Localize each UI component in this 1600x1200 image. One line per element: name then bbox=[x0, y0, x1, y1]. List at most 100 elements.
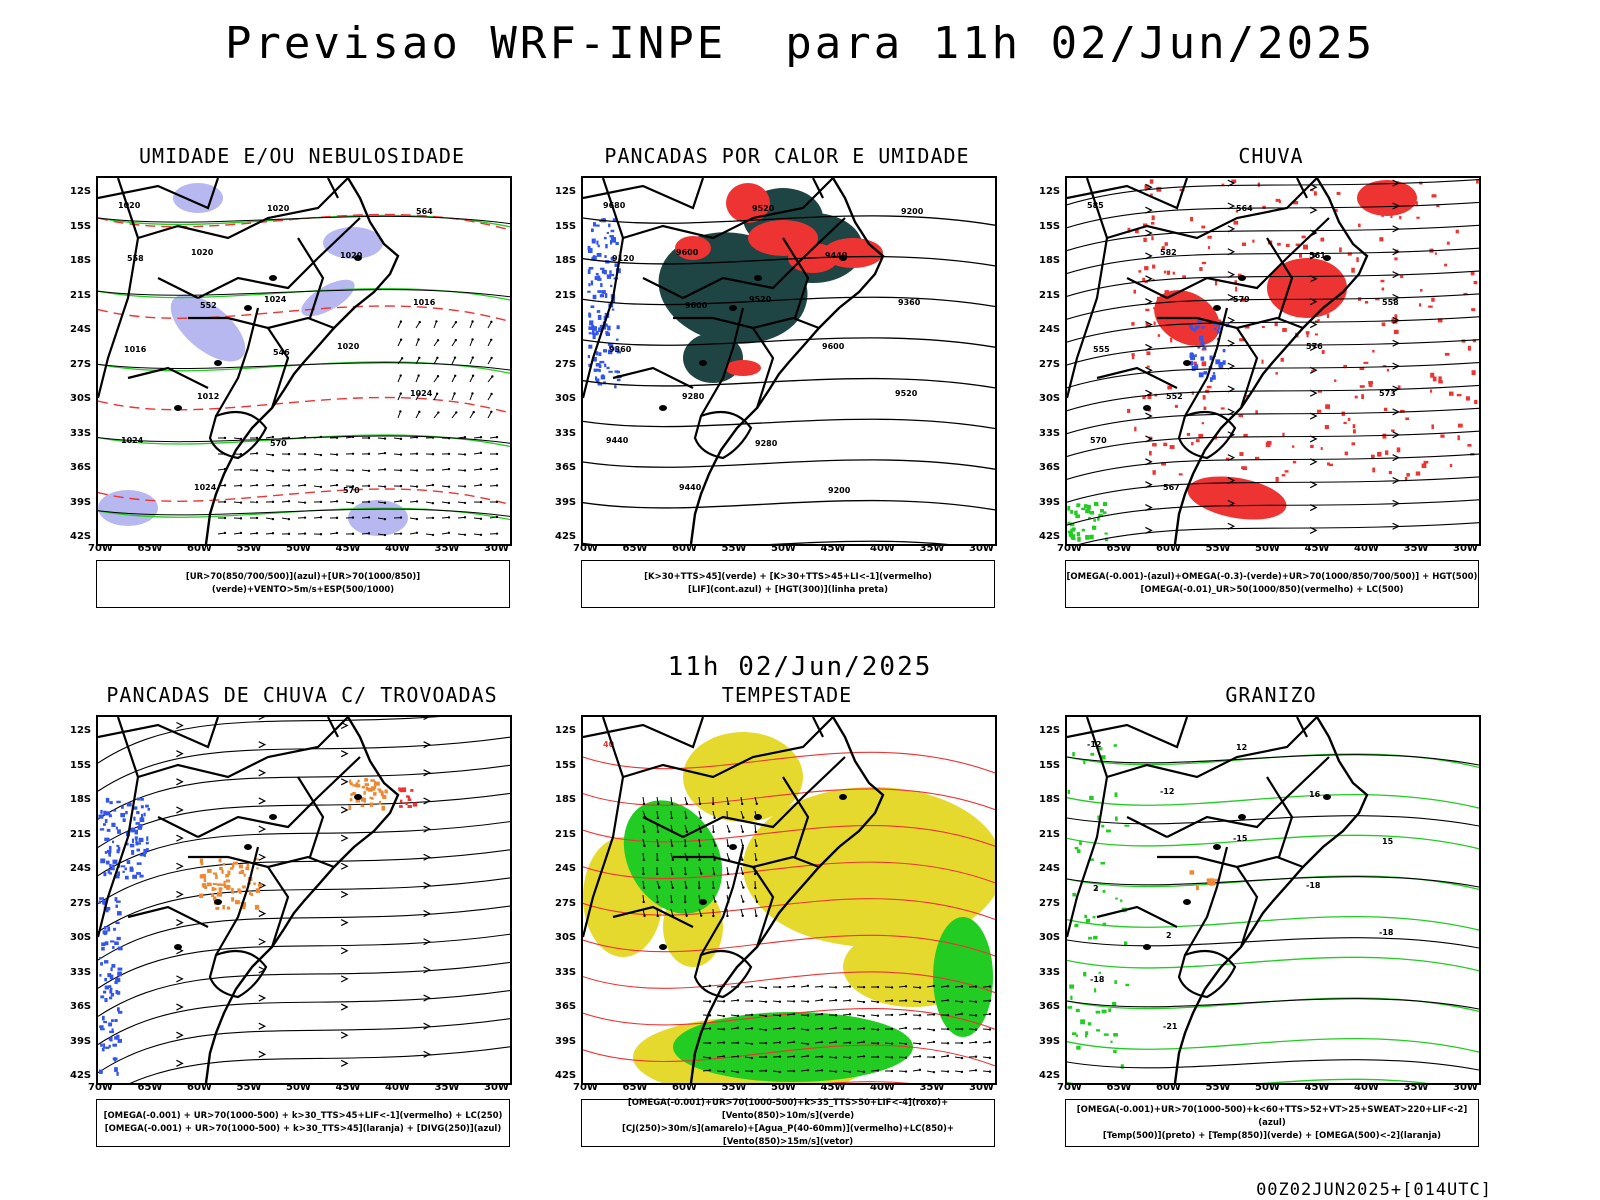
rain-shade bbox=[1186, 432, 1191, 436]
divergence-shade bbox=[114, 1067, 118, 1072]
rain-shade bbox=[1310, 444, 1314, 449]
divergence-shade bbox=[107, 926, 111, 932]
wind-vector-head bbox=[642, 858, 646, 862]
contour-line bbox=[1067, 876, 1479, 888]
wind-vector-head bbox=[727, 802, 730, 806]
wind-vector-head bbox=[351, 532, 355, 536]
longitude-tick-label: 65W bbox=[1106, 543, 1132, 554]
flow-arrow bbox=[423, 717, 430, 721]
lifted-index-contour bbox=[590, 280, 594, 286]
lifted-index-contour bbox=[609, 273, 615, 277]
divergence-shade bbox=[103, 873, 106, 877]
longitude-tick-label: 70W bbox=[573, 1082, 598, 1093]
wind-vector-head bbox=[490, 320, 493, 324]
latitude-tick-label: 36S bbox=[70, 1001, 92, 1012]
wind-vector-head bbox=[335, 516, 339, 520]
flow-arrow bbox=[340, 1031, 349, 1039]
flow-arrow bbox=[1227, 248, 1236, 256]
lake bbox=[1323, 794, 1331, 800]
longitude-tick-label: 45W bbox=[1304, 543, 1330, 554]
lifted-index-contour bbox=[598, 369, 601, 373]
coastline bbox=[689, 178, 885, 544]
wind-vector-head bbox=[960, 1012, 964, 1016]
rain-shade bbox=[1382, 433, 1387, 439]
latitude-tick-label: 21S bbox=[1039, 828, 1061, 840]
rain-shade bbox=[1292, 460, 1297, 464]
temp850-contour bbox=[1097, 747, 1103, 751]
rain-shade bbox=[1244, 325, 1250, 329]
state-border bbox=[812, 178, 824, 199]
wind-vector-head bbox=[890, 1069, 894, 1073]
contour-label: 9680 bbox=[603, 201, 626, 210]
wind-vector-head bbox=[436, 339, 440, 342]
wind-vector-head bbox=[750, 1042, 754, 1046]
wind-vector-head bbox=[656, 872, 659, 876]
wind-vector-head bbox=[656, 830, 660, 834]
streamline bbox=[1067, 430, 1479, 457]
thunderstorm-shade bbox=[352, 791, 356, 795]
rain-shade bbox=[1335, 208, 1338, 213]
temp850-contour bbox=[1100, 755, 1106, 760]
latitude-tick-label: 42S bbox=[555, 531, 577, 542]
flow-arrow bbox=[1227, 385, 1236, 393]
wind-vector-head bbox=[447, 452, 451, 456]
state-border bbox=[215, 846, 260, 956]
thunderstorm-shade bbox=[225, 874, 229, 878]
latitude-tick-label: 24S bbox=[555, 324, 577, 335]
wind-vector-head bbox=[417, 374, 420, 377]
state-border bbox=[1106, 717, 1318, 779]
rain-shade bbox=[1275, 372, 1278, 375]
rain-shade bbox=[1298, 253, 1303, 258]
wind-vector-head bbox=[778, 1014, 782, 1017]
divergence-shade bbox=[115, 921, 120, 925]
state-border bbox=[752, 327, 775, 409]
latitude-tick-label: 21S bbox=[555, 828, 577, 840]
flow-arrow bbox=[1392, 179, 1400, 187]
rain-shade bbox=[1153, 321, 1156, 326]
state-border bbox=[622, 717, 834, 779]
contour-line bbox=[583, 459, 995, 470]
wind-vector-head bbox=[820, 1069, 824, 1072]
contour-label: 570 bbox=[343, 486, 360, 495]
wind-vector-head bbox=[367, 469, 371, 473]
temp850-contour bbox=[1084, 914, 1088, 919]
omega-shade bbox=[1222, 360, 1226, 365]
thunderstorm-shade bbox=[207, 868, 212, 873]
state-border bbox=[700, 307, 745, 417]
wind-vector-head bbox=[479, 533, 483, 537]
lifted-index-contour bbox=[587, 355, 591, 359]
contour-label: 570 bbox=[270, 439, 287, 448]
contour-label: 1020 bbox=[337, 342, 360, 351]
flow-arrow bbox=[1227, 454, 1236, 462]
divergence-shade bbox=[116, 1007, 120, 1012]
wind-vector-head bbox=[335, 436, 339, 439]
lifted-index-contour bbox=[614, 385, 617, 389]
map-tempestade: 40 bbox=[581, 715, 997, 1085]
latitude-tick-label: 24S bbox=[1039, 863, 1061, 874]
omega-shade bbox=[1200, 356, 1205, 361]
wind-vector-head bbox=[415, 436, 419, 439]
flow-arrow bbox=[340, 778, 349, 786]
lifted-index-contour bbox=[610, 229, 615, 233]
rain-shade bbox=[1201, 361, 1207, 367]
wind-vector-head bbox=[713, 816, 716, 820]
lowlevel-wind-shade bbox=[933, 917, 993, 1037]
omega-shade bbox=[1067, 521, 1070, 525]
wind-vector-head bbox=[491, 375, 494, 378]
divergence-shade bbox=[146, 836, 149, 841]
rain-shade bbox=[1238, 414, 1244, 418]
wind-vector-head bbox=[239, 531, 243, 535]
lifted-index-contour bbox=[603, 269, 607, 275]
flow-arrow bbox=[1392, 225, 1400, 233]
wind-vector-head bbox=[255, 500, 259, 504]
wind-vector-head bbox=[834, 1040, 838, 1044]
rain-shade bbox=[1313, 191, 1317, 196]
legend-line: [OMEGA(-0.001)+UR>70(1000-500)+k>35_TTS>… bbox=[627, 1098, 949, 1121]
latitude-tick-label: 27S bbox=[70, 897, 92, 909]
omega-shade bbox=[1213, 322, 1218, 326]
rain-shade bbox=[1262, 205, 1266, 209]
longitude-tick-label: 60W bbox=[672, 543, 697, 554]
rain-shade bbox=[1416, 216, 1420, 219]
flow-arrow bbox=[423, 910, 431, 918]
country-border bbox=[693, 410, 753, 460]
